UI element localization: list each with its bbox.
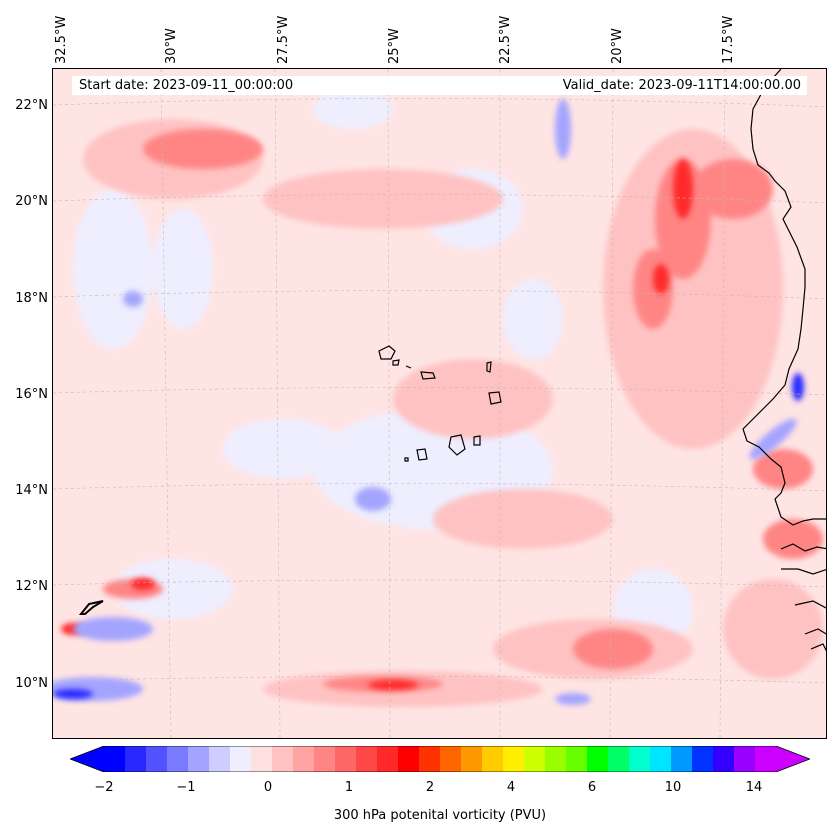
colorbar-segment [524, 746, 546, 772]
colorbar-segment [314, 746, 336, 772]
lat-label-14n: 14°N [15, 483, 48, 498]
colorbar-segment [377, 746, 399, 772]
colorbar-segment [755, 746, 777, 772]
colorbar-segment [545, 746, 567, 772]
lon-label-22-5w: 22.5°W [498, 15, 513, 64]
cape-verde-islands [378, 345, 502, 462]
lat-label-16n: 16°N [15, 387, 48, 402]
lon-label-27-5w: 27.5°W [276, 15, 291, 64]
lat-label-12n: 12°N [15, 579, 48, 594]
lat-label-22n: 22°N [15, 98, 48, 113]
start-date-label: Start date: 2023-09-11_00:00:00 [79, 78, 294, 93]
colorbar-segment [482, 746, 504, 772]
colorbar-segment [230, 746, 252, 772]
valid-date-label: Valid_date: 2023-09-11T14:00:00.00 [562, 78, 801, 93]
colorbar-segment [356, 746, 378, 772]
colorbar-tick-minus-2: −2 [94, 780, 114, 795]
colorbar [70, 746, 810, 772]
colorbar-tick-10: 10 [664, 780, 682, 795]
lon-label-20w: 20°W [610, 28, 625, 64]
colorbar-segment [272, 746, 294, 772]
colorbar-segment [104, 746, 126, 772]
colorbar-segment [419, 746, 441, 772]
colorbar-segment [713, 746, 735, 772]
colorbar-segment [293, 746, 315, 772]
lon-label-32-5w: 32.5°W [54, 15, 69, 64]
colorbar-segment [398, 746, 420, 772]
colorbar-segment [503, 746, 525, 772]
coastline-detail-1 [780, 543, 826, 609]
colorbar-segment [692, 746, 714, 772]
colorbar-extend-min [70, 746, 104, 772]
colorbar-segment [461, 746, 483, 772]
colorbar-segment [608, 746, 630, 772]
lower-left-islet [78, 600, 104, 615]
colorbar-label: 300 hPa potenital vorticity (PVU) [333, 808, 547, 823]
colorbar-segment [251, 746, 273, 772]
colorbar-tick-2: 2 [425, 780, 435, 795]
colorbar-tick-1: 1 [344, 780, 354, 795]
coastline-detail-2 [804, 628, 826, 652]
colorbar-tick-minus-1: −1 [176, 780, 196, 795]
colorbar-tick-4: 4 [506, 780, 516, 795]
medium-red-patches [103, 129, 823, 692]
colorbar-segment [146, 746, 168, 772]
colorbar-extend-max [776, 746, 810, 772]
lon-label-30w: 30°W [164, 28, 179, 64]
graticule [53, 69, 826, 738]
colorbar-segment [566, 746, 588, 772]
colorbar-segment [188, 746, 210, 772]
colorbar-segment [440, 746, 462, 772]
colorbar-segment [650, 746, 672, 772]
pv-field-map [53, 69, 826, 738]
colorbar-segment [629, 746, 651, 772]
lat-label-10n: 10°N [15, 676, 48, 691]
colorbar-segment [587, 746, 609, 772]
colorbar-segment [209, 746, 231, 772]
lat-label-20n: 20°N [15, 194, 48, 209]
lon-label-17-5w: 17.5°W [721, 15, 736, 64]
colorbar-segment [167, 746, 189, 772]
colorbar-segment [125, 746, 147, 772]
info-bar [72, 76, 807, 95]
strong-red-patches [61, 159, 693, 690]
colorbar-tick-14: 14 [745, 780, 763, 795]
colorbar-segment [734, 746, 756, 772]
colorbar-segment [671, 746, 693, 772]
deep-blue-patches [53, 373, 804, 699]
lon-label-25w: 25°W [387, 28, 402, 64]
map-panel[interactable] [52, 68, 827, 739]
lat-label-18n: 18°N [15, 291, 48, 306]
colorbar-segment [335, 746, 357, 772]
africa-coastline [742, 69, 826, 526]
colorbar-tick-0: 0 [263, 780, 273, 795]
colorbar-tick-6: 6 [587, 780, 597, 795]
